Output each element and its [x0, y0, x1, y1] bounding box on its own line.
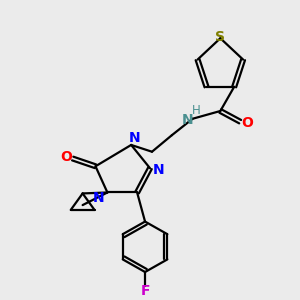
Text: N: N [182, 113, 194, 127]
Text: N: N [128, 131, 140, 145]
Text: O: O [60, 150, 72, 164]
Text: N: N [93, 191, 104, 205]
Text: F: F [140, 284, 150, 298]
Text: N: N [153, 163, 165, 177]
Text: H: H [192, 104, 201, 118]
Text: S: S [215, 30, 225, 44]
Text: O: O [241, 116, 253, 130]
